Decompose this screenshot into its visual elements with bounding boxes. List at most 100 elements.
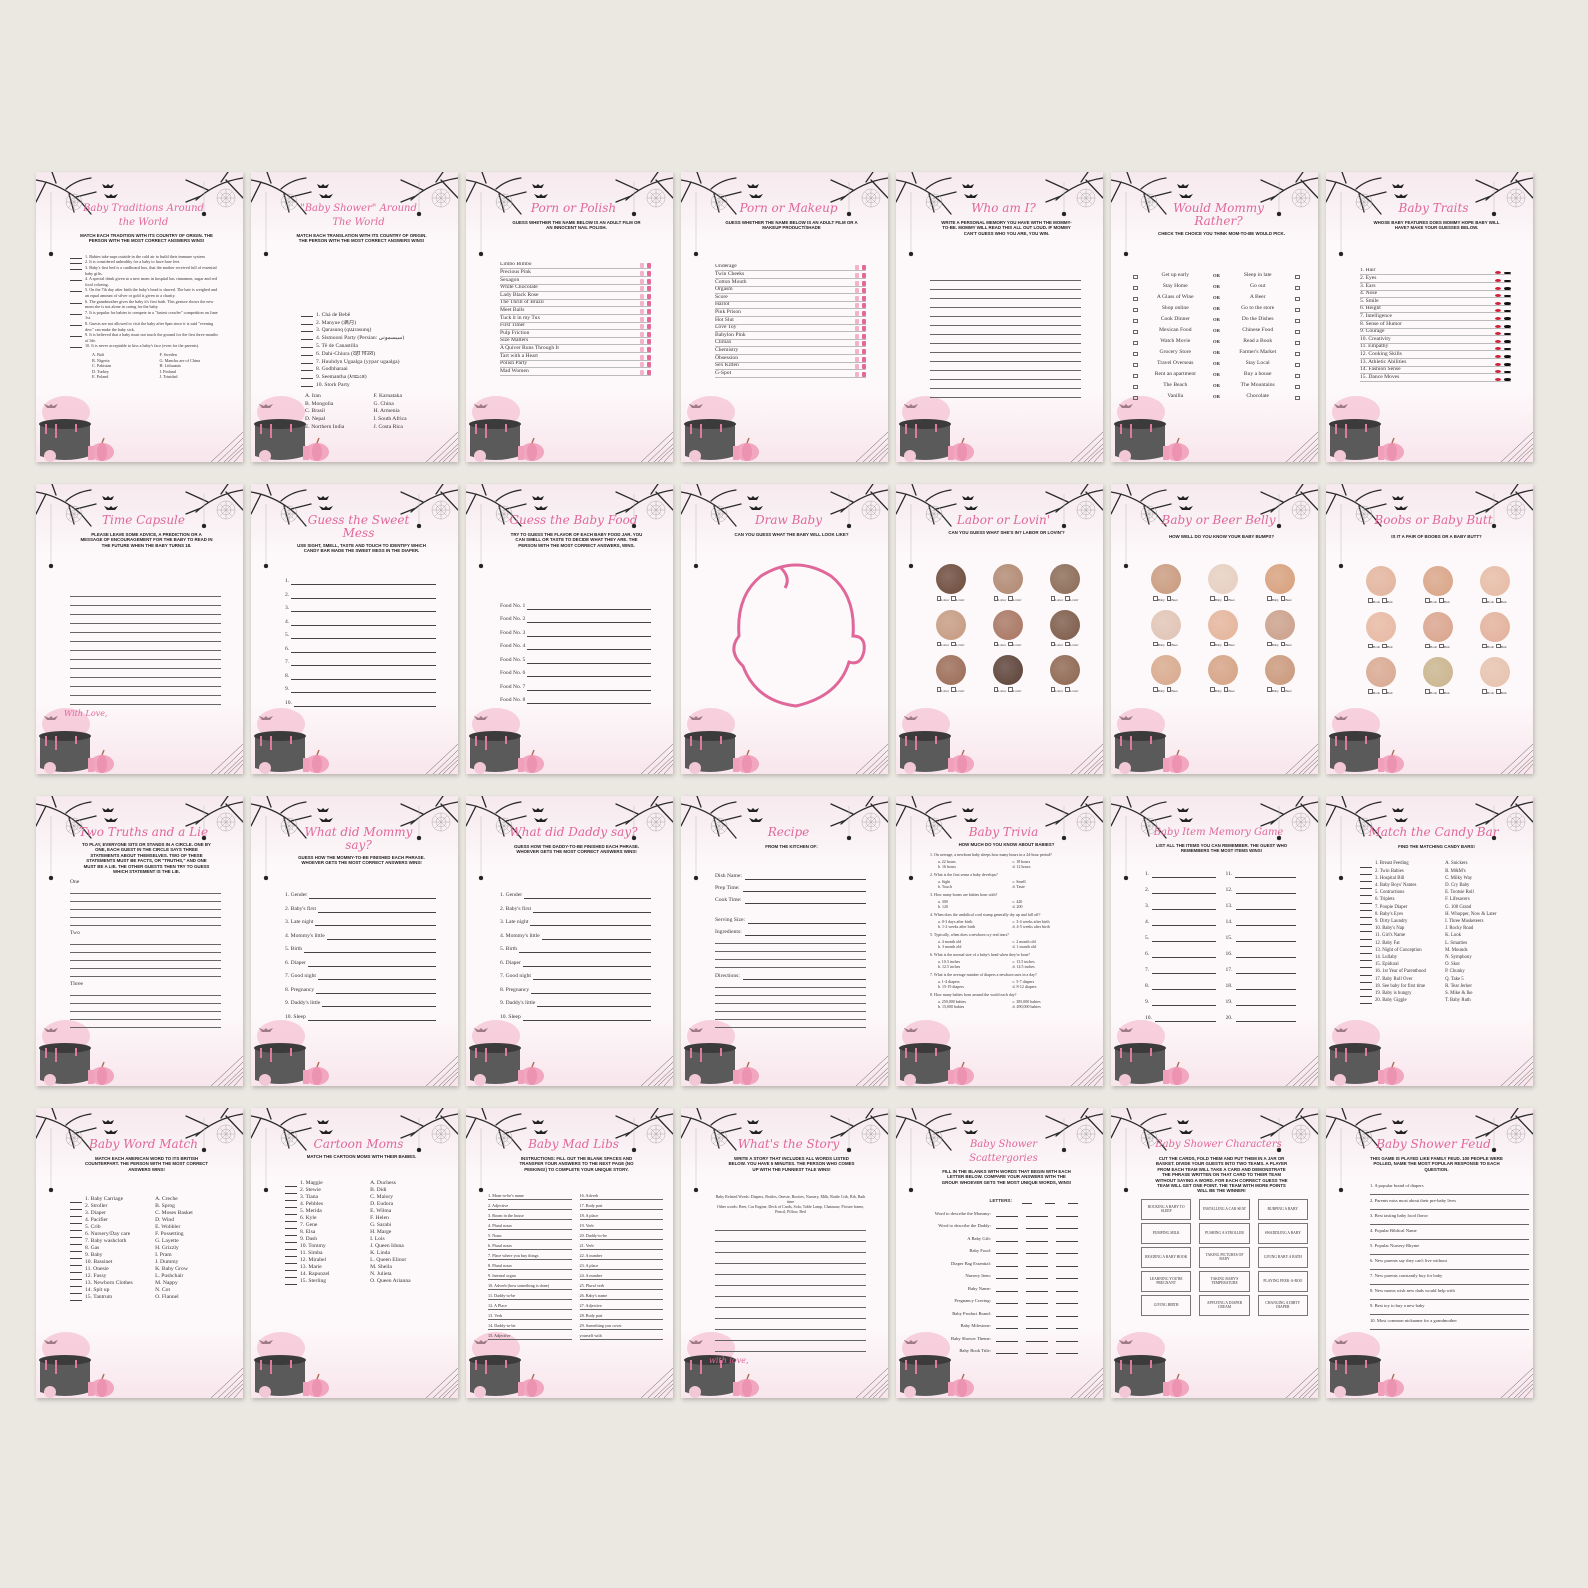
answer-row: 7. Good night [285,967,436,981]
makeup-icon [862,273,866,278]
item-text: 11. Empathy [1360,343,1389,350]
memory-columns: 1. 11. 2. 12. 3. 13. 4. 14. 5. 15. 6. 16. 7. 17. 8. 18.… [1145,862,1296,1022]
item-text: 6. Dahi-Chiura (दही चिउरा) [316,350,376,357]
answer-row: Food No. 5 [500,650,651,664]
card-instructions: Guess whether the name below is an adult… [512,220,641,231]
card-instructions: To play, everyone sits or stands in a ci… [82,842,211,875]
match-item: 4. Pacifier [70,1217,149,1225]
card-content: 1. A popular brand of diapers 2. Parents … [1370,1180,1529,1331]
answer-blank [1360,971,1372,976]
spider-web-icon [1285,431,1318,462]
label-b: Butt [1500,645,1507,650]
choice-row: 1. Hair [1360,268,1511,276]
match-option: E. Tootsie Roll [1445,890,1474,896]
writing-line [70,597,221,607]
answer-line [527,622,651,624]
match-item: 12. Baby Fat [1360,940,1439,947]
item-text: 8. Guests are not allowed to visit the b… [85,320,214,332]
writing-line [715,1220,866,1232]
photo [1150,609,1181,640]
cauldron-icon [899,1020,951,1084]
match-option: D. Wind [155,1217,175,1224]
category-label: Baby Product Brand: [952,1310,991,1316]
item-label: 8. [285,672,290,679]
letter-blank [1068,1199,1078,1205]
answer-row: 10. [1145,1006,1216,1022]
checkbox [1382,643,1387,649]
answer-line [744,935,866,937]
photo [1479,566,1510,597]
card-layout: Draw Baby Can you guess what the baby wil… [681,484,888,719]
checkbox [1133,274,1138,280]
game-card: Baby Traits Whose baby features does momm… [1326,172,1533,462]
or-label: OR [1213,350,1220,356]
item-text: 15. Dance Moves [1360,374,1400,380]
item-text: 9. Dash [300,1236,318,1243]
choice-row: 12. Cooking Skills [1360,351,1511,359]
answer-line [541,938,651,940]
madlibs-item: 6. Plural noun [488,1240,572,1251]
answer: c. 2 month old [1012,939,1036,945]
film-icon [640,339,644,345]
match-item: 1. Breast Feeding [1360,860,1439,868]
photo [1049,655,1080,686]
answer-blank [1026,1212,1048,1217]
item-text: 7. Intelligence [1360,313,1392,319]
madlibs-item: 14. Daddy-to-be [488,1320,572,1331]
film-icon [640,331,644,337]
game-card: Match the Candy Bar Find the matching can… [1326,796,1533,1086]
answer-row: 9. [1145,990,1216,1006]
answer-blank [1360,899,1372,904]
item-text: 15. Sterling [300,1278,327,1285]
answer-blank [285,1280,297,1286]
card-instructions: Instructions: fill out the blank spaces … [519,1156,634,1172]
list-item: 6. The grandmother gives the baby it's f… [70,299,221,310]
card-instructions: Guess how the daddy-to-be finished each … [513,844,640,855]
item-text: 5. Contractions [1375,890,1405,896]
answer-blank [70,287,82,293]
match-item: 15. Tantrum [70,1294,149,1302]
item-text: 10. Baby's Nap [1375,926,1405,932]
answer-line [1152,1004,1216,1006]
answer-line [291,678,436,680]
spider-web-icon [1070,1367,1103,1398]
item-label: 2. [285,591,290,598]
card-instructions: Match each American word to its British … [84,1156,209,1172]
option: J. Costa Rica [373,423,403,430]
answer-row: Food No. 3 [500,623,651,637]
card-layout: Baby Shower Scattergories Fill in the bla… [896,1108,1103,1355]
item-text: 12. Fussy [85,1273,107,1280]
card-content: 1. 2. 3. 4. 5. 6. 7. 8. 9. 10. [285,572,436,707]
item-label: 15. [1225,934,1233,941]
item-text: The Thrill of Brazil [500,299,544,306]
charade-card: Rocking a baby to sleep [1141,1198,1192,1220]
writing-line [715,1297,866,1309]
option: H. Lithuania [159,363,181,369]
photo-item: Boob Butt [1352,657,1409,697]
card-content: Food No. 1 Food No. 2 Food No. 3 Food No. 4… [500,596,651,705]
label-b: Butt [1443,645,1450,650]
label-b: Lovin' [955,688,965,693]
spider-web-icon [1070,431,1103,462]
answer-row: 3. [285,599,436,613]
answer-line [533,911,651,913]
answer-blank [996,1237,1018,1242]
photo [992,609,1023,640]
answer-line [315,925,436,927]
mustache-icon [1504,271,1511,275]
label-b: Beer [1228,643,1235,648]
photo-grid: Labor Lovin' Labor Lovin' Labor Lovin' Labor Lo… [922,564,1093,695]
makeup-icon [862,280,866,286]
writing-line [70,1020,221,1029]
photo [1207,655,1238,686]
answer-row: Food No. 7 [500,677,651,691]
checkbox [1166,596,1172,601]
checkbox [1210,687,1215,692]
pumpkin-icon [1119,437,1189,462]
writing-line [70,1012,221,1021]
madlibs-item: 7. Place where you buy things [488,1250,572,1261]
choice-row: Babylon Pink [715,332,866,340]
writing-line [70,696,221,706]
writing-line [715,1020,866,1029]
item-text: 3. Tiana [300,1194,319,1201]
